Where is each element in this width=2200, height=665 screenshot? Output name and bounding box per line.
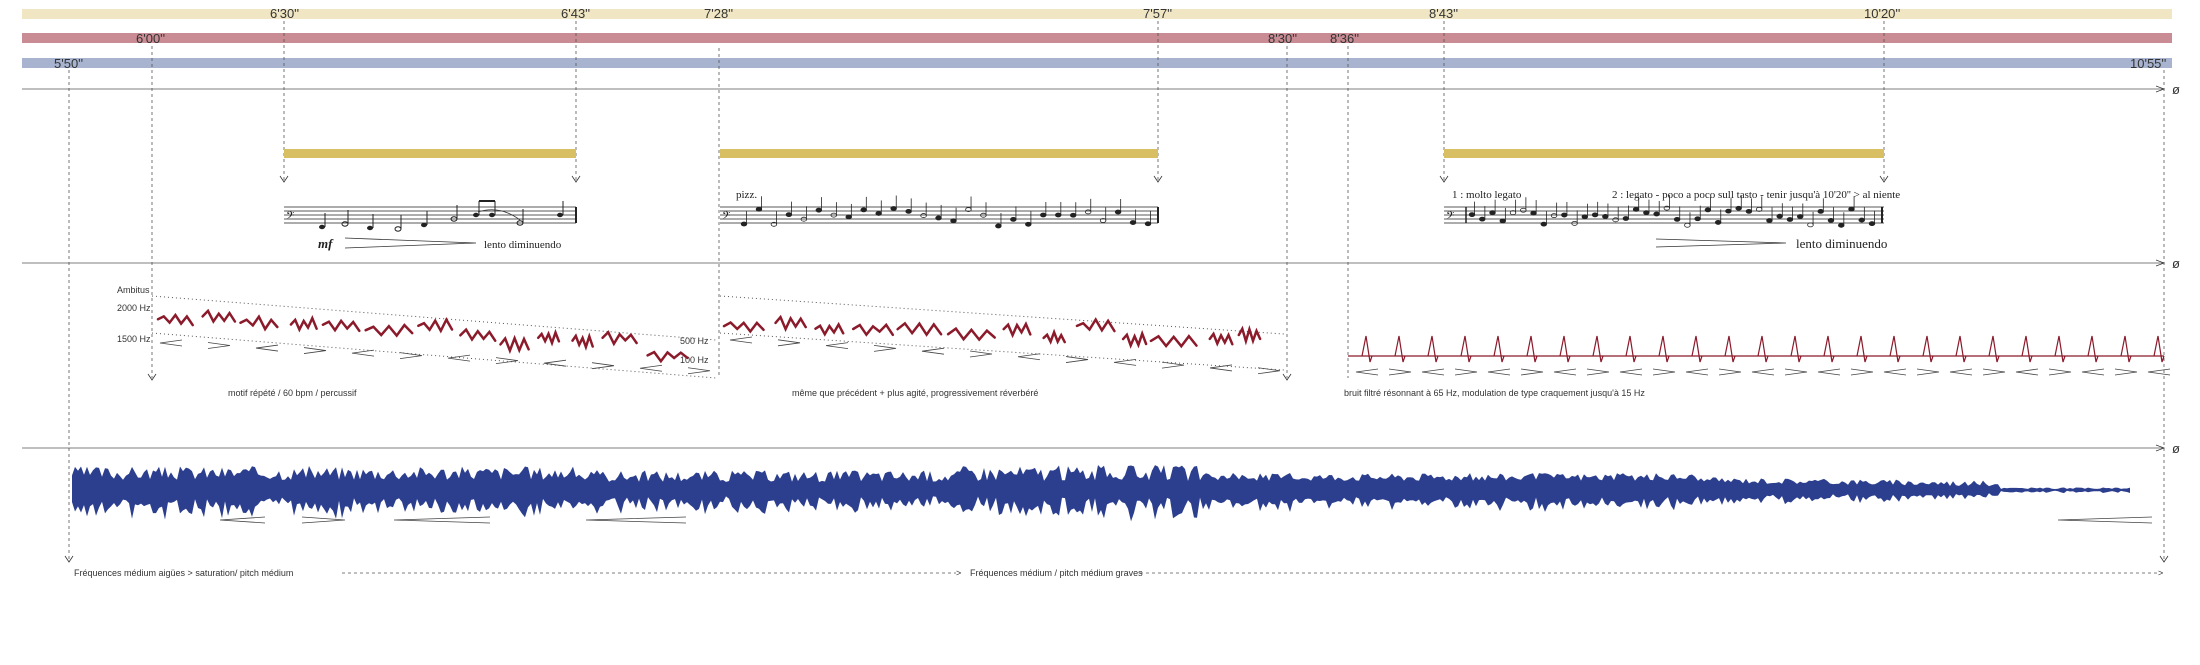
time-label-728: 7'28'' bbox=[704, 6, 733, 21]
hz-1500-label: 1500 Hz bbox=[117, 334, 151, 344]
electronics-desc-1: motif répété / 60 bpm / percussif bbox=[228, 388, 357, 398]
legato-a-text: 1 : molto legato bbox=[1452, 189, 1522, 201]
bass-clef-icon-3: 𝄢 bbox=[1446, 209, 1454, 224]
music-staff-2: 𝄢 bbox=[720, 195, 1159, 229]
ambitus-label: Ambitus bbox=[117, 285, 150, 295]
section-symbol-3: ø bbox=[2172, 441, 2180, 456]
time-label-757: 7'57'' bbox=[1143, 6, 1172, 21]
legato-b-text: 2 : legato - poco a poco sull tasto - te… bbox=[1612, 189, 1900, 201]
hz-500-label: 500 Hz bbox=[680, 336, 709, 346]
timeline-bar-3 bbox=[22, 58, 2172, 68]
footer-text-1: Fréquences médium aigües > saturation/ p… bbox=[74, 568, 293, 578]
music-staff-3: 𝄢 bbox=[1444, 195, 1884, 248]
footer-arrow: > bbox=[956, 568, 961, 578]
phrase3-text: lento diminuendo bbox=[1796, 236, 1887, 251]
bass-clef-icon-2: 𝄢 bbox=[722, 209, 730, 224]
dynamic-mf: mf bbox=[318, 236, 334, 251]
time-label-550: 5'50'' bbox=[54, 56, 83, 71]
bass-clef-icon: 𝄢 bbox=[286, 209, 294, 224]
time-label-643: 6'43'' bbox=[561, 6, 590, 21]
section-rules bbox=[22, 85, 2166, 452]
electronics-desc-2: même que précédent + plus agité, progres… bbox=[792, 388, 1038, 398]
gold-bars bbox=[284, 149, 1884, 158]
time-label-830: 8'30'' bbox=[1268, 31, 1297, 46]
time-label-630: 6'30'' bbox=[270, 6, 299, 21]
footer-text-2: Fréquences médium / pitch médium graves bbox=[970, 568, 1143, 578]
noise-spikes bbox=[1348, 335, 2165, 363]
hairpin-marks bbox=[159, 336, 2171, 376]
music-staff-1: 𝄢 bbox=[284, 200, 577, 249]
electronics-desc-3: bruit filtré résonnant à 65 Hz, modulati… bbox=[1344, 388, 1645, 398]
time-label-836: 8'36'' bbox=[1330, 31, 1359, 46]
hz-100-label: 100 Hz bbox=[680, 355, 709, 365]
pizz-label: pizz. bbox=[736, 189, 757, 201]
phrase1-text: lento diminuendo bbox=[484, 239, 562, 251]
time-label-843: 8'43'' bbox=[1429, 6, 1458, 21]
electronic-squiggles bbox=[156, 308, 1262, 364]
time-label-1055: 10'55'' bbox=[2130, 56, 2166, 71]
section-symbol-2: ø bbox=[2172, 256, 2180, 271]
audio-waveform bbox=[72, 465, 2130, 522]
hz-2000-label: 2000 Hz bbox=[117, 303, 151, 313]
footer-arrow-end: > bbox=[2158, 568, 2163, 578]
section-symbol-1: ø bbox=[2172, 82, 2180, 97]
time-label-600: 6'00'' bbox=[136, 31, 165, 46]
timeline-bar-1 bbox=[22, 9, 2172, 19]
time-label-1020: 10'20'' bbox=[1864, 6, 1900, 21]
ambitus-bands bbox=[151, 295, 1285, 379]
waveform-hairpins bbox=[219, 516, 2153, 524]
timeline-bar-2 bbox=[22, 33, 2172, 43]
